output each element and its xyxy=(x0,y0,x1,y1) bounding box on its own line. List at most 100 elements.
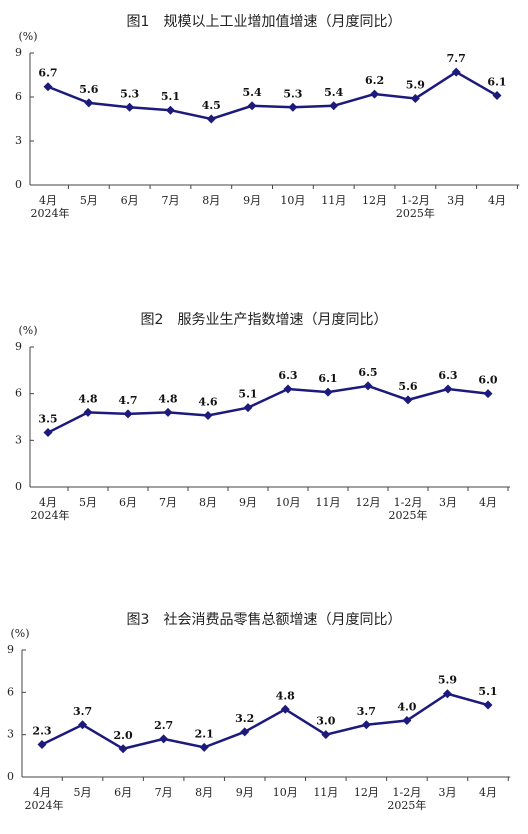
data-label: 6.7 xyxy=(38,67,57,80)
data-label: 4.8 xyxy=(158,392,177,405)
marker xyxy=(125,102,135,112)
y-tick-label: 9 xyxy=(15,46,22,59)
x-tick-label: 11月 xyxy=(321,194,346,207)
data-label: 5.3 xyxy=(120,87,139,100)
x-tick-label: 5月 xyxy=(74,786,92,799)
marker xyxy=(288,102,298,112)
y-unit: (%) xyxy=(10,627,29,640)
x-tick-label: 9月 xyxy=(239,496,257,509)
x-tick-label: 4月 xyxy=(488,194,506,207)
data-label: 5.6 xyxy=(398,380,417,393)
x-tick-label: 8月 xyxy=(195,786,213,799)
data-label: 3.2 xyxy=(235,712,254,725)
x-tick-label: 5月 xyxy=(79,496,97,509)
marker xyxy=(451,67,461,77)
marker xyxy=(37,740,47,750)
marker xyxy=(206,114,216,124)
x-tick-label: 4月 xyxy=(39,194,57,207)
x-tick-label: 4月 xyxy=(39,496,57,509)
x-tick-label: 3月 xyxy=(439,496,457,509)
data-label: 4.8 xyxy=(78,392,97,405)
marker xyxy=(163,407,173,417)
data-label: 6.2 xyxy=(365,74,384,87)
x-sub-label: 2025年 xyxy=(387,798,426,812)
x-tick-label: 10月 xyxy=(280,194,305,207)
data-label: 6.3 xyxy=(278,369,297,382)
x-tick-label: 12月 xyxy=(362,194,387,207)
x-tick-label: 1-2月 xyxy=(401,194,430,207)
marker xyxy=(83,407,93,417)
data-label: 4.8 xyxy=(276,689,295,702)
x-tick-label: 12月 xyxy=(356,496,381,509)
marker xyxy=(492,91,502,101)
x-tick-label: 11月 xyxy=(313,786,338,799)
x-sub-label: 2025年 xyxy=(389,508,428,522)
marker xyxy=(329,101,339,111)
chart-title: 图2 服务业生产指数增速（月度同比） xyxy=(141,312,388,328)
x-tick-label: 3月 xyxy=(447,194,465,207)
x-tick-label: 1-2月 xyxy=(394,496,423,509)
x-tick-label: 7月 xyxy=(161,194,179,207)
x-sub-label: 2025年 xyxy=(396,206,435,220)
data-label: 6.0 xyxy=(478,374,497,387)
chart-title: 图1 规模以上工业增加值增速（月度同比） xyxy=(127,14,402,30)
marker xyxy=(483,389,493,399)
data-label: 4.0 xyxy=(397,701,416,714)
marker xyxy=(442,689,452,699)
marker xyxy=(159,734,169,744)
data-label: 5.4 xyxy=(324,86,343,99)
y-tick-label: 3 xyxy=(15,134,22,147)
data-label: 6.1 xyxy=(318,372,337,385)
data-label: 5.9 xyxy=(438,674,457,687)
x-tick-label: 6月 xyxy=(114,786,132,799)
y-tick-label: 9 xyxy=(7,643,14,656)
marker xyxy=(323,387,333,397)
data-label: 2.7 xyxy=(154,719,173,732)
data-label: 3.5 xyxy=(38,413,57,426)
x-tick-label: 1-2月 xyxy=(393,786,422,799)
marker xyxy=(363,381,373,391)
y-tick-label: 9 xyxy=(15,340,22,353)
x-tick-label: 12月 xyxy=(354,786,379,799)
x-tick-label: 8月 xyxy=(202,194,220,207)
marker xyxy=(321,730,331,740)
marker xyxy=(280,704,290,714)
data-label: 2.3 xyxy=(32,725,51,738)
x-sub-label: 2024年 xyxy=(31,508,70,522)
marker xyxy=(203,410,213,420)
marker xyxy=(243,403,253,413)
chart-title: 图3 社会消费品零售总额增速（月度同比） xyxy=(127,612,402,628)
data-label: 2.0 xyxy=(114,729,133,742)
x-tick-label: 3月 xyxy=(438,786,456,799)
data-label: 3.7 xyxy=(357,705,376,718)
x-tick-label: 10月 xyxy=(273,786,298,799)
y-unit: (%) xyxy=(18,30,37,43)
marker xyxy=(118,744,128,754)
series-line xyxy=(47,384,489,434)
y-tick-label: 3 xyxy=(7,728,14,741)
y-tick-label: 3 xyxy=(15,433,22,446)
marker xyxy=(247,101,257,111)
x-tick-label: 7月 xyxy=(155,786,173,799)
marker xyxy=(84,98,94,108)
x-tick-label: 4月 xyxy=(479,786,497,799)
series-line xyxy=(41,692,489,751)
marker xyxy=(410,93,420,103)
x-tick-label: 6月 xyxy=(119,496,137,509)
x-tick-label: 7月 xyxy=(159,496,177,509)
y-tick-label: 0 xyxy=(15,480,22,493)
data-label: 4.6 xyxy=(198,395,217,408)
marker xyxy=(403,395,413,405)
y-tick-label: 6 xyxy=(7,685,14,698)
marker xyxy=(402,716,412,726)
x-tick-label: 4月 xyxy=(479,496,497,509)
y-tick-label: 0 xyxy=(15,178,22,191)
x-tick-label: 5月 xyxy=(80,194,98,207)
x-tick-label: 4月 xyxy=(33,786,51,799)
data-label: 5.6 xyxy=(79,83,98,96)
marker xyxy=(165,105,175,115)
x-tick-label: 6月 xyxy=(121,194,139,207)
data-label: 5.1 xyxy=(238,388,257,401)
data-label: 5.4 xyxy=(243,86,262,99)
